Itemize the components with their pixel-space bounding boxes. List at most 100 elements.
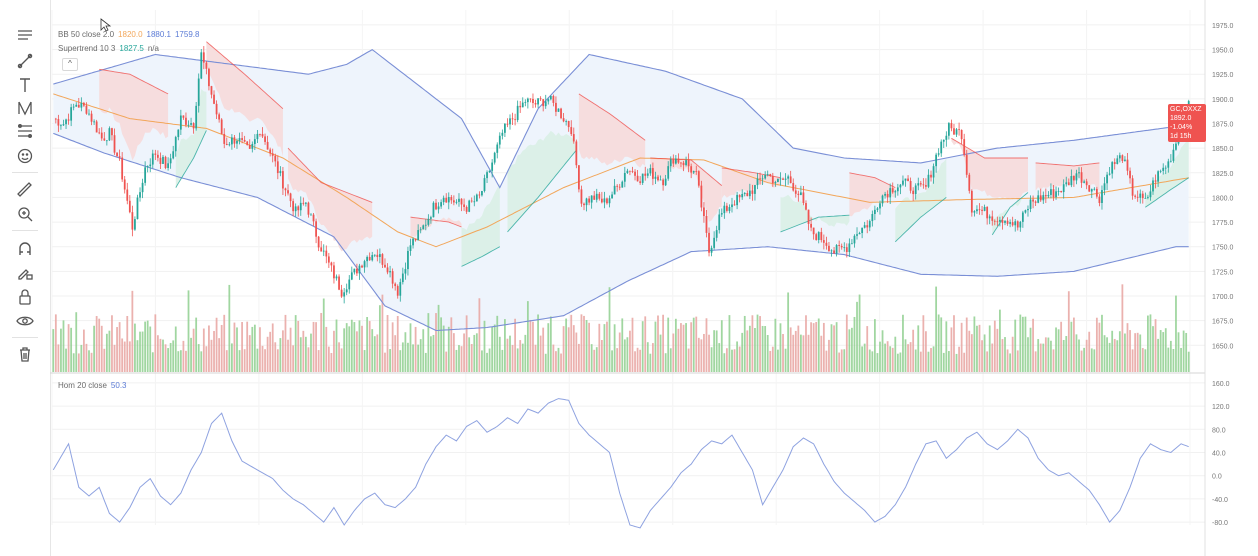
volume-bar [60,328,62,372]
bollinger-band-fill [53,49,1189,331]
candle-body [598,193,601,199]
oscillator-legend[interactable]: Hom 20 close 50.3 [58,380,131,391]
candle-body [787,176,790,179]
volume-bar [1126,323,1129,372]
candle-body [917,183,920,186]
crosshair-lines-icon[interactable] [11,24,39,46]
volume-bar [412,344,414,372]
candle-body [391,271,394,284]
volume-bar [200,351,203,372]
candle-body [976,209,978,212]
trend-line-icon[interactable] [11,50,39,72]
volume-bar [1154,319,1157,372]
volume-bar [1042,343,1045,372]
volume-bar [718,343,721,372]
volume-bar [677,328,680,372]
candle-body [366,256,369,262]
emoji-icon[interactable] [11,145,39,167]
candle-body [904,178,907,181]
candle-body [723,205,726,214]
volume-bar [917,325,920,372]
ruler-icon[interactable] [11,179,39,201]
volume-bar [532,321,534,372]
candle-body [856,234,858,236]
lock-icon[interactable] [11,286,39,308]
candle-body [1047,194,1050,197]
candle-body [228,144,231,146]
candle-body [417,230,420,241]
candle-body [1098,196,1101,204]
mouse-cursor-icon [100,18,112,32]
volume-bar [1060,321,1063,372]
volume-bar [356,331,358,372]
supertrend-legend[interactable]: Supertrend 10 3 1827.5 n/a [58,43,163,54]
volume-bar [327,346,330,372]
volume-bar [692,317,695,372]
volume-bar [838,352,841,372]
volume-bar [1073,317,1075,372]
candle-body [121,157,124,180]
volume-bar [445,351,448,372]
pencil-lock-icon[interactable] [11,262,39,284]
fib-tool-icon[interactable] [11,120,39,142]
candle-body [437,206,440,210]
candle-body [1121,155,1124,161]
volume-bar [787,292,790,372]
candle-body [98,132,101,134]
candle-body [123,179,126,190]
candle-body [672,159,675,164]
volume-bar [1124,333,1126,372]
volume-bar [225,350,228,372]
volume-bar [825,350,828,372]
candle-body [784,178,787,180]
volume-bar [473,334,476,372]
eye-icon[interactable] [11,310,39,332]
magnet-icon[interactable] [11,238,39,260]
volume-bar [741,332,744,372]
oscillator-line [52,398,1189,529]
collapse-legend-button[interactable]: ^ [62,58,78,71]
volume-bar [965,317,968,372]
candle-body [294,206,297,212]
candle-body [947,123,950,136]
trash-icon[interactable] [11,343,39,365]
supertrend-down-fill [1035,162,1100,191]
pattern-tool-icon[interactable] [11,97,39,119]
volume-bar [414,326,417,372]
supertrend-up-line [1145,177,1189,208]
bb-legend[interactable]: BB 50 close 2.0 1820.0 1880.1 1759.8 [58,29,203,40]
candle-body [858,233,861,235]
candle-body [274,155,277,162]
candle-body [90,113,93,122]
candle-body [965,154,968,175]
volume-bar [1006,349,1009,372]
candle-body [1152,180,1154,192]
volume-bar [662,314,664,372]
candle-body [792,183,795,191]
volume-bar [736,341,738,372]
supertrend-up-line [780,214,850,233]
candle-body [629,170,631,172]
volume-bar [1167,347,1170,372]
volume-bar [330,353,333,372]
volume-bar [376,334,379,372]
candle-body [111,128,113,136]
candle-body [473,201,476,203]
volume-bar [317,350,320,372]
volume-bar [858,294,861,372]
candle-body [925,185,927,187]
volume-bar [1070,321,1073,372]
supertrend-down-line [1035,162,1100,167]
volume-bar [52,329,55,372]
candle-body [427,218,430,225]
candle-body [1060,190,1063,193]
supertrend-up-fill [461,183,500,267]
text-tool-icon[interactable] [11,74,39,96]
candle-body [343,292,346,297]
candle-body [759,178,761,180]
volume-bar [631,317,634,372]
osc-tick-label: 120.0 [1212,404,1230,411]
volume-bar [65,348,67,372]
zoom-in-icon[interactable] [11,203,39,225]
